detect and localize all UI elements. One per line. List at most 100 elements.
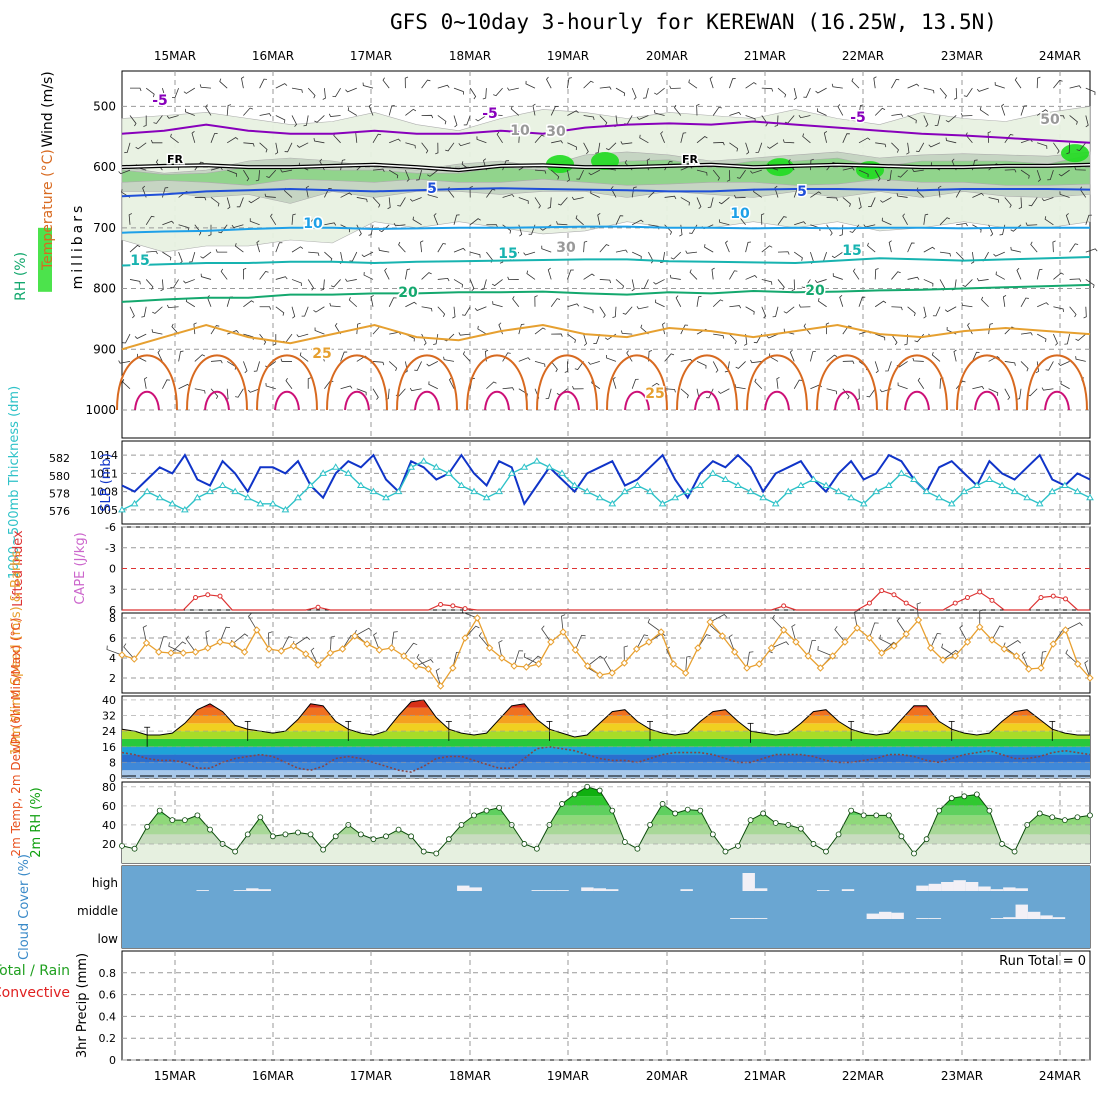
- wind-barb: [907, 115, 917, 124]
- wind-barb: [660, 252, 665, 264]
- wind-barb: [231, 224, 244, 228]
- cloud-bar: [1003, 917, 1016, 919]
- rh-marker: [973, 791, 980, 798]
- wind-barb: [474, 306, 487, 311]
- wind-barb: [902, 213, 908, 225]
- surface-wind-barb: [106, 645, 123, 656]
- wind-barb: [793, 88, 797, 100]
- wind-barb: [307, 377, 312, 389]
- cloud-bar: [965, 882, 979, 891]
- thickness-marker: [658, 499, 667, 507]
- wind-speed-marker: [1061, 626, 1070, 634]
- wind-barb: [379, 224, 390, 233]
- surface-wind-barb: [205, 630, 210, 649]
- surface-wind-barb: [896, 617, 907, 635]
- wind-barb: [704, 244, 714, 253]
- wind-barb: [712, 299, 724, 308]
- wind-barb: [405, 169, 410, 182]
- rh-marker: [923, 836, 930, 843]
- thickness-marker: [620, 487, 629, 495]
- wind-barb: [858, 169, 869, 178]
- rh-marker: [571, 791, 578, 798]
- panel-frame: [121, 950, 1091, 1061]
- wind-speed-marker: [743, 664, 751, 672]
- wind-barb: [696, 103, 700, 116]
- wind-barb: [275, 242, 283, 253]
- wind-speed-marker: [988, 636, 996, 644]
- wind-barb: [134, 333, 147, 339]
- thickness-marker: [947, 499, 956, 507]
- wind-barb: [280, 169, 293, 173]
- wind-barb: [718, 197, 730, 205]
- series-Thickness: [121, 460, 1091, 511]
- wind-barb: [567, 303, 580, 308]
- warm-contour: [466, 354, 528, 411]
- wind-barb: [1030, 241, 1038, 253]
- thickness-marker: [444, 469, 453, 476]
- thickness-marker: [972, 481, 981, 489]
- cloud-bar: [754, 918, 768, 919]
- wind-barb: [606, 354, 617, 362]
- surface-wind-barb: [603, 656, 613, 674]
- wind-barb: [452, 306, 456, 319]
- wind-barb: [972, 386, 985, 390]
- cloud-bar: [879, 911, 892, 919]
- wind-speed-marker: [927, 644, 935, 652]
- wind-barb: [170, 279, 179, 289]
- rh-marker: [408, 833, 415, 840]
- thickness-marker: [1060, 481, 1069, 489]
- wind-barb: [259, 113, 272, 117]
- wind-barb: [783, 306, 795, 314]
- wind-barb: [923, 279, 934, 287]
- li-marker: [217, 593, 223, 599]
- wind-barb: [144, 376, 148, 389]
- wind10-axis-label: 10m Wind Speed (m/s) & Barbs: [9, 550, 24, 755]
- wind-barb: [178, 350, 184, 362]
- wind-barb: [129, 115, 137, 127]
- contour-label: 20: [398, 285, 418, 301]
- wind-speed-marker: [363, 640, 371, 648]
- wind-barb: [745, 275, 758, 280]
- wind-barb: [945, 115, 957, 123]
- wind-barb: [296, 142, 309, 148]
- wind-speed-marker: [1025, 665, 1033, 673]
- surface-wind-barb: [647, 618, 662, 633]
- wind-barb: [356, 197, 368, 203]
- wind-barb: [285, 377, 293, 389]
- wind-barb: [421, 272, 432, 280]
- wind-barb: [632, 219, 644, 226]
- wind-barb: [777, 87, 787, 98]
- wind-barb: [183, 87, 196, 94]
- surface-wind-barb: [772, 614, 784, 631]
- rh-marker: [1049, 814, 1056, 821]
- wind-barb: [963, 87, 973, 97]
- wind-barb: [725, 240, 730, 253]
- wind-barb: [129, 306, 135, 319]
- rh-marker: [181, 817, 188, 824]
- wind-barb: [842, 133, 850, 143]
- thickness-marker: [872, 487, 881, 495]
- wind-barb: [696, 361, 707, 369]
- wind-barb: [599, 306, 606, 318]
- li-marker: [205, 592, 211, 598]
- surface-wind-barb: [293, 636, 311, 647]
- warm-contour: [606, 354, 668, 411]
- wind-barb: [912, 357, 924, 362]
- wind-barb: [421, 114, 434, 119]
- rh-marker: [320, 846, 327, 853]
- wind-barb: [324, 188, 332, 198]
- wind-tick: 2: [109, 672, 116, 685]
- rh-marker: [1011, 848, 1018, 855]
- wind-barb: [831, 251, 844, 259]
- temp-band: [122, 770, 1090, 778]
- wind-barb: [458, 332, 471, 336]
- wind-barb: [1004, 197, 1012, 208]
- wind-speed-marker: [1086, 674, 1094, 682]
- wind-barb: [874, 268, 879, 280]
- cloud-bar: [680, 889, 693, 891]
- wind-barb: [798, 304, 811, 308]
- hot-contour: [414, 391, 440, 411]
- wind-barb: [313, 138, 325, 144]
- temp-band: [122, 746, 1090, 755]
- rh-marker: [332, 833, 339, 840]
